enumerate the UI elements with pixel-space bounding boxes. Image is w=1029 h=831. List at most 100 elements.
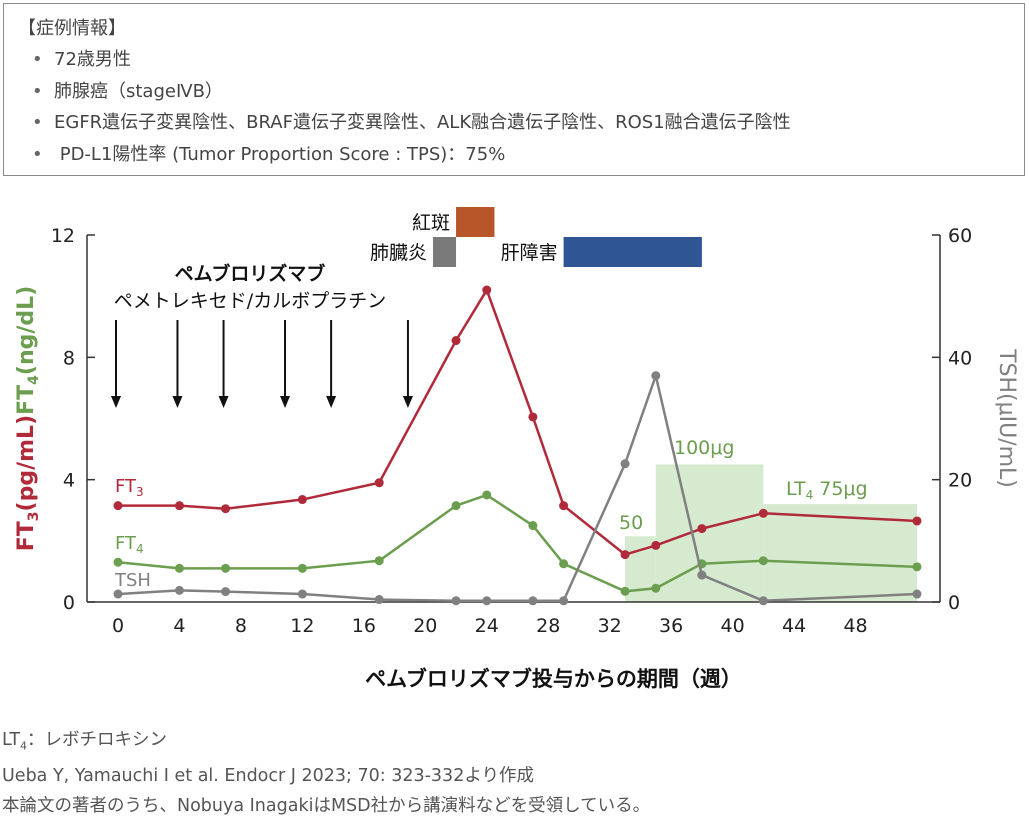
x-tick-label: 40 — [721, 615, 745, 637]
data-point — [758, 596, 768, 606]
data-point — [620, 550, 630, 560]
dosing-arrow-head — [172, 396, 183, 408]
data-point — [651, 583, 661, 593]
data-point — [113, 501, 123, 511]
ft3-series-label: FT3 — [115, 476, 144, 499]
data-point — [221, 563, 231, 573]
data-point — [559, 501, 569, 511]
data-point — [374, 478, 384, 488]
ft3-axis-label-unit: (pg/mL) — [14, 415, 39, 512]
ft3-axis-label: FT — [14, 521, 39, 551]
case-info-item: EGFR遺伝子変異陰性、BRAF遺伝子変異陰性、ALK融合遺伝子陰性、ROS1融… — [32, 107, 791, 139]
ft4-axis-label-unit: (ng/dL) — [14, 286, 39, 375]
data-point — [528, 521, 538, 531]
ft4-axis-label-sub: 4 — [26, 375, 42, 385]
series-line — [118, 287, 918, 556]
x-tick-label: 24 — [475, 615, 499, 637]
x-tick-label: 32 — [598, 615, 622, 637]
left-y-tick-label: 12 — [51, 225, 75, 247]
case-info-title: 【症例情報】 — [18, 18, 126, 39]
ft4-axis-label: FT — [14, 385, 39, 415]
data-point — [297, 495, 307, 505]
right-y-axis-label: TSH(μIU/mL) — [994, 348, 1019, 488]
ft4-series-label-text: FT — [115, 533, 137, 554]
right-y-tick-label: 40 — [948, 347, 972, 369]
data-point — [482, 490, 492, 500]
data-point — [620, 459, 630, 469]
dosing-arrow-head — [326, 396, 337, 408]
data-point — [221, 504, 231, 514]
x-tick-label: 44 — [782, 615, 806, 637]
left-y-tick-label: 4 — [63, 470, 75, 492]
right-y-tick-label: 60 — [948, 225, 972, 247]
data-point — [528, 596, 538, 606]
left-y-tick-label: 8 — [63, 347, 75, 369]
dosing-arrow-head — [402, 396, 413, 408]
data-point — [451, 596, 461, 606]
ft3-series-label-sub: 3 — [136, 485, 144, 499]
event-label: 肝障害 — [501, 242, 558, 264]
data-point — [482, 596, 492, 606]
x-tick-label: 8 — [235, 615, 247, 637]
ft4-series-label-sub: 4 — [136, 542, 144, 556]
data-point — [297, 563, 307, 573]
series-line — [117, 493, 918, 593]
left-y-axis-label: FT3(pg/mL)FT4(ng/dL) — [14, 286, 42, 552]
left-y-tick-label: 0 — [63, 592, 75, 614]
tsh-series-label: TSH — [114, 570, 151, 591]
lt4-dose-label: 50 — [619, 512, 643, 534]
lt4-dose-regions — [625, 464, 917, 602]
event-label: 肺臓炎 — [370, 242, 427, 264]
data-point — [697, 570, 707, 580]
dosing-drug-label: ペムブロリズマブ — [175, 262, 326, 285]
dosing-arrow-head — [218, 396, 229, 408]
x-tick-label: 36 — [659, 615, 683, 637]
data-point — [758, 556, 768, 566]
x-tick-label: 16 — [352, 615, 376, 637]
data-point — [559, 559, 569, 569]
ft3-axis-label-sub: 3 — [26, 511, 42, 521]
data-point — [651, 540, 661, 550]
dosing-arrow-head — [111, 396, 121, 408]
lt4-dose-label-prefix: LT — [786, 478, 806, 500]
data-point — [451, 501, 461, 511]
data-point — [912, 516, 922, 526]
data-point — [374, 595, 384, 605]
case-info-box: 【症例情報】 72歳男性 肺腺癌（stageⅣB） EGFR遺伝子変異陰性、BR… — [3, 3, 1025, 176]
ft3-series-label-text: FT — [115, 476, 137, 497]
data-series — [113, 285, 922, 606]
data-point — [297, 589, 307, 599]
x-tick-label: 20 — [413, 615, 437, 637]
x-tick-label: 28 — [536, 615, 560, 637]
right-y-tick-label: 20 — [948, 470, 972, 492]
citation: Ueba Y, Yamauchi I et al. Endocr J 2023;… — [2, 766, 534, 786]
event-bar — [563, 237, 702, 267]
tsh-series-label-text: TSH — [114, 570, 151, 591]
data-point — [758, 508, 768, 518]
data-point — [113, 557, 123, 567]
data-point — [374, 556, 384, 566]
event-bar — [432, 237, 457, 267]
data-point — [113, 589, 123, 599]
case-info-item: 72歳男性 — [32, 44, 791, 76]
data-point — [451, 336, 461, 346]
x-axis-label: ペムブロリズマブ投与からの期間（週） — [365, 667, 742, 691]
lt4-dose-label-suffix: 75μg — [813, 478, 867, 500]
data-point — [174, 563, 184, 573]
data-point — [620, 586, 630, 596]
data-point — [697, 524, 707, 534]
lt4-dose-label: 100μg — [674, 437, 734, 459]
x-tick-label: 4 — [173, 615, 185, 637]
dosing-combo-label: ペメトレキセド/カルボプラチン — [114, 290, 386, 312]
x-tick-label: 12 — [290, 615, 314, 637]
case-info-list: 72歳男性 肺腺癌（stageⅣB） EGFR遺伝子変異陰性、BRAF遺伝子変異… — [32, 44, 791, 170]
data-point — [174, 585, 184, 595]
x-tick-label: 48 — [843, 615, 867, 637]
data-point — [559, 596, 569, 606]
case-info-item: 肺腺癌（stageⅣB） — [32, 76, 791, 108]
data-point — [912, 562, 922, 572]
